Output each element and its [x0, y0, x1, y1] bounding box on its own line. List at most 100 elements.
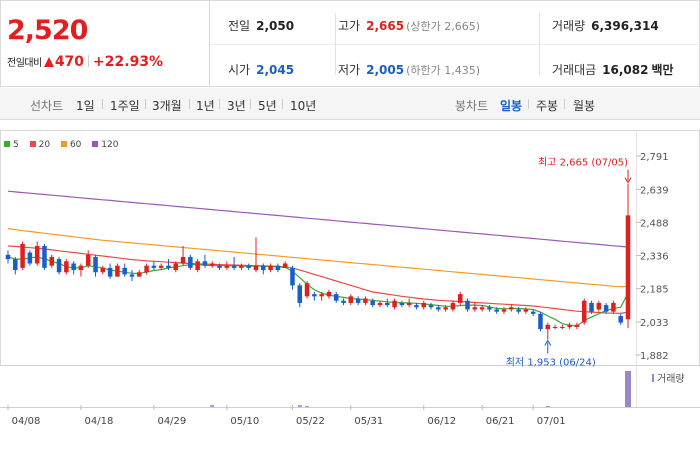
- candle-body: [34, 245, 40, 264]
- candle: [560, 324, 565, 330]
- x-tick-label: 05/31: [354, 416, 383, 427]
- candle: [85, 250, 91, 268]
- period-1day[interactable]: 1일: [76, 99, 95, 113]
- candle: [166, 259, 171, 271]
- candle-body: [151, 265, 157, 268]
- candle: [370, 298, 375, 308]
- candle-weekly[interactable]: 주봉: [536, 99, 559, 113]
- candle-body: [253, 265, 259, 271]
- divider: [102, 99, 103, 109]
- candle: [589, 300, 594, 314]
- candle: [457, 291, 463, 306]
- candle: [297, 283, 303, 308]
- candle-body: [13, 259, 18, 271]
- candle-body: [611, 302, 616, 312]
- y-tick-label: 2,033: [640, 318, 669, 329]
- candle-body: [20, 243, 25, 268]
- candle: [173, 261, 179, 273]
- candle: [530, 309, 536, 317]
- change-row: 전일대비 470 +22.93%: [7, 54, 163, 70]
- candle: [319, 291, 324, 301]
- candle: [436, 305, 441, 312]
- candle-body: [603, 305, 609, 312]
- candle-monthly[interactable]: 월봉: [573, 99, 596, 113]
- candle: [523, 307, 529, 314]
- candle-body: [385, 302, 390, 306]
- amount-label: 거래대금: [552, 63, 597, 77]
- volume-bar: [545, 406, 550, 407]
- candle-body: [268, 265, 273, 271]
- candle: [93, 254, 98, 277]
- candle: [596, 300, 602, 312]
- candle-body: [42, 245, 47, 268]
- volume-bar: [305, 406, 310, 407]
- candle: [326, 289, 332, 299]
- candle-body: [516, 309, 521, 312]
- amount-unit: 백만: [651, 63, 674, 77]
- candle-body: [414, 305, 419, 308]
- candle: [64, 259, 69, 275]
- legend-ma120-label: 120: [101, 140, 119, 150]
- divider: [211, 44, 700, 45]
- candle: [465, 298, 470, 312]
- high-price: 고가 2,665 (상한가 2,665): [338, 17, 480, 34]
- candle: [516, 307, 521, 314]
- candle-body: [202, 261, 208, 266]
- candle-body: [443, 307, 448, 310]
- open-price: 시가 2,045: [228, 61, 294, 78]
- period-3month[interactable]: 3개월: [152, 99, 182, 113]
- candle: [494, 307, 499, 314]
- candle-body: [530, 311, 536, 314]
- candle: [450, 300, 456, 312]
- period-3year[interactable]: 3년: [227, 99, 246, 113]
- candle: [377, 300, 383, 308]
- candle-body: [71, 263, 76, 271]
- candle: [501, 307, 507, 314]
- period-5year[interactable]: 5년: [258, 99, 277, 113]
- candle-body: [392, 300, 397, 308]
- candle: [406, 298, 412, 308]
- ma20-line: [7, 245, 629, 315]
- candle: [122, 263, 127, 277]
- divider: [145, 99, 146, 109]
- legend-ma60-label: 60: [69, 140, 82, 150]
- ma20-swatch: [29, 141, 36, 147]
- candle: [231, 256, 237, 271]
- candle: [268, 263, 273, 273]
- period-1year[interactable]: 1년: [196, 99, 215, 113]
- candle: [421, 300, 427, 310]
- candle-body: [312, 294, 317, 297]
- legend-ma20: 20: [29, 140, 50, 150]
- candle-body: [188, 256, 193, 268]
- candle-body: [509, 307, 514, 310]
- candle-body: [465, 300, 470, 310]
- candle: [5, 250, 11, 264]
- candle: [253, 237, 259, 273]
- candle-body: [326, 291, 332, 297]
- candle-body: [107, 267, 113, 277]
- candle-daily[interactable]: 일봉: [500, 99, 523, 113]
- candle-body: [421, 302, 427, 308]
- candle-body: [574, 324, 580, 327]
- candle: [151, 261, 157, 271]
- candle-body: [618, 316, 623, 323]
- candle-body: [436, 307, 441, 310]
- divider: [282, 99, 283, 109]
- candle-body: [341, 300, 346, 303]
- candle-body: [195, 261, 200, 271]
- period-10year[interactable]: 10년: [290, 99, 317, 113]
- candle-body: [115, 265, 120, 277]
- line-chart-label: 선차트: [30, 99, 64, 113]
- min-arrow-head: [544, 339, 552, 346]
- candle-body: [319, 294, 324, 297]
- candle-body: [450, 302, 456, 310]
- period-1week[interactable]: 1주일: [110, 99, 140, 113]
- divider: [335, 13, 336, 75]
- x-tick-label: 06/21: [486, 416, 515, 427]
- candle: [355, 296, 361, 306]
- candle: [479, 305, 485, 312]
- candle: [71, 261, 76, 275]
- divider: [250, 99, 251, 109]
- candle: [129, 270, 135, 282]
